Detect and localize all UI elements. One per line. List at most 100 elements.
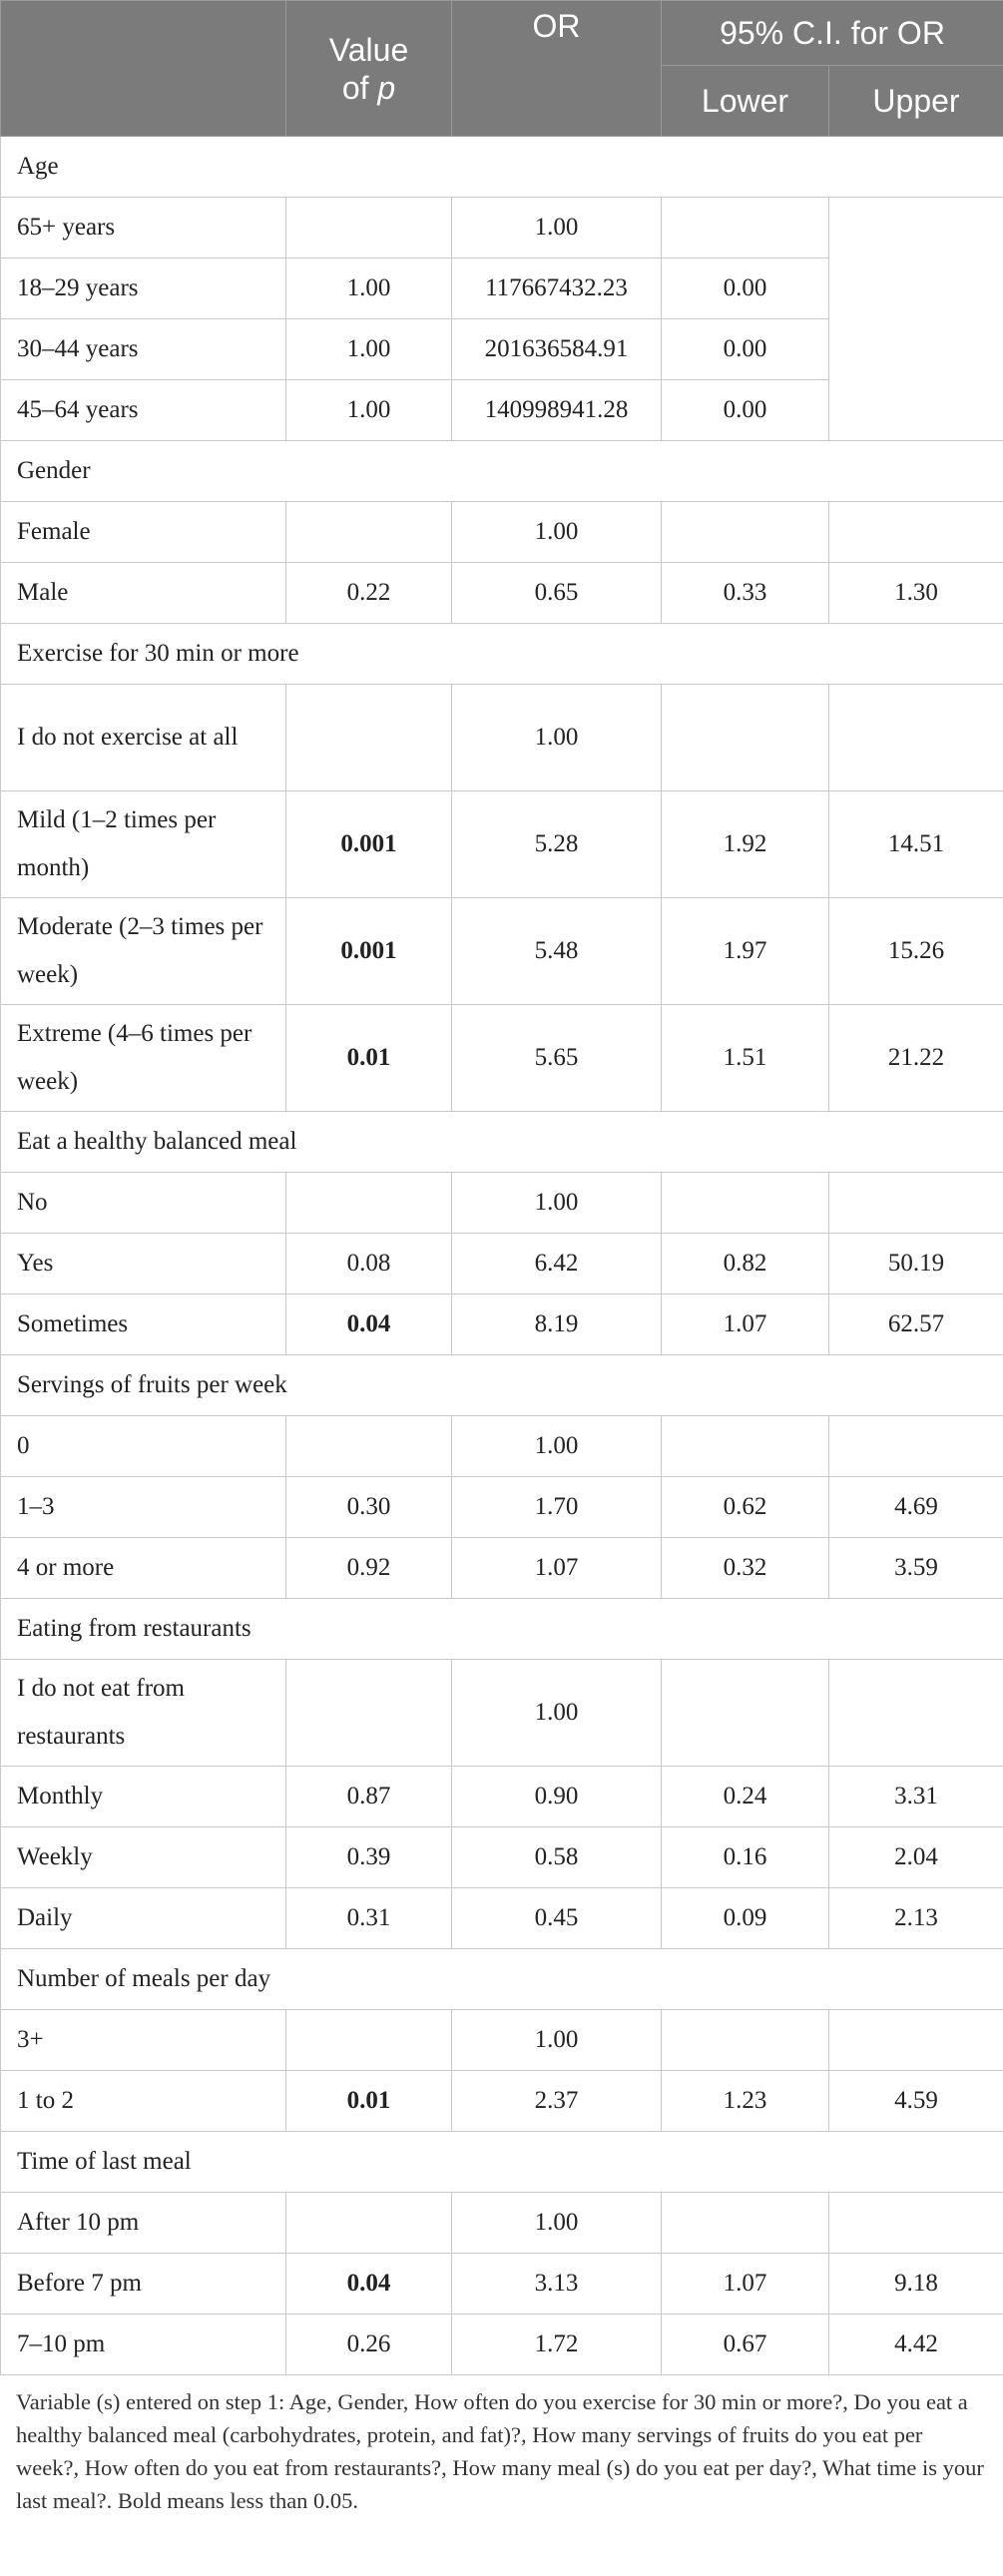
table-row: Female 1.00 <box>0 501 1003 563</box>
section-label: Servings of fruits per week <box>0 1354 1003 1416</box>
row-label: 18–29 years <box>0 258 286 319</box>
or-cell: 6.42 <box>451 1233 662 1294</box>
ci-upper-cell: 62.57 <box>828 1293 1003 1355</box>
row-label: Extreme (4–6 times per week) <box>0 1004 286 1112</box>
section-row: Number of meals per day <box>0 1948 1003 2010</box>
p-value-cell: 0.04 <box>285 2253 452 2315</box>
ci-lower-cell <box>661 501 829 563</box>
header-p-value: Value of p <box>285 0 452 137</box>
or-cell: 1.07 <box>451 1537 662 1599</box>
ci-lower-cell <box>661 1415 829 1477</box>
ci-lower-cell: 0.62 <box>661 1476 829 1538</box>
ci-upper-cell <box>828 1659 1003 1767</box>
row-label: Yes <box>0 1233 286 1294</box>
or-cell: 1.00 <box>451 2009 662 2071</box>
odds-ratio-table: Value of p OR 95% C.I. for OR Lower Upper… <box>0 0 1003 2375</box>
section-label: Gender <box>0 440 1003 502</box>
table-row: 0 1.00 <box>0 1415 1003 1477</box>
section-label: Eating from restaurants <box>0 1598 1003 1660</box>
or-cell: 5.65 <box>451 1004 662 1112</box>
p-value-cell: 1.00 <box>285 318 452 380</box>
header-upper: Upper <box>828 65 1003 137</box>
table-row: 45–64 years 1.00 140998941.28 0.00 <box>0 379 1003 441</box>
p-value-cell: 0.26 <box>285 2314 452 2375</box>
or-cell: 2.37 <box>451 2070 662 2132</box>
ci-upper-cell: 21.22 <box>828 1004 1003 1112</box>
row-label: 45–64 years <box>0 379 286 441</box>
ci-lower-cell <box>661 2192 829 2254</box>
row-label: 65+ years <box>0 197 286 258</box>
or-cell: 1.00 <box>451 684 662 791</box>
ci-lower-cell <box>661 2009 829 2071</box>
p-value-cell <box>285 197 452 258</box>
p-value-cell: 0.08 <box>285 1233 452 1294</box>
table-header: Value of p OR 95% C.I. for OR Lower Upper <box>0 0 1003 137</box>
p-value-cell <box>285 501 452 563</box>
ci-upper-cell: 4.59 <box>828 2070 1003 2132</box>
or-cell: 1.00 <box>451 1172 662 1234</box>
section-row: Time of last meal <box>0 2131 1003 2193</box>
p-value-cell: 0.22 <box>285 562 452 624</box>
row-label: Male <box>0 562 286 624</box>
table-row: 1 to 2 0.01 2.37 1.23 4.59 <box>0 2070 1003 2132</box>
ci-lower-cell <box>661 1659 829 1767</box>
section-label: Age <box>0 136 1003 198</box>
row-label: I do not eat from restaurants <box>0 1659 286 1767</box>
ci-lower-cell: 0.00 <box>661 258 829 319</box>
ci-upper-cell: 3.59 <box>828 1537 1003 1599</box>
p-value-cell <box>285 1172 452 1234</box>
table-row: Moderate (2–3 times per week) 0.001 5.48 1.… <box>0 897 1003 1005</box>
row-label: 1 to 2 <box>0 2070 286 2132</box>
p-value-cell: 0.87 <box>285 1766 452 1827</box>
or-cell: 0.65 <box>451 562 662 624</box>
or-cell: 8.19 <box>451 1293 662 1355</box>
ci-lower-cell <box>661 197 829 258</box>
ci-lower-cell: 1.07 <box>661 2253 829 2315</box>
table-row: No 1.00 <box>0 1172 1003 1234</box>
ci-upper-cell: 9.18 <box>828 2253 1003 2315</box>
row-label: Moderate (2–3 times per week) <box>0 897 286 1005</box>
table-row: 7–10 pm 0.26 1.72 0.67 4.42 <box>0 2314 1003 2375</box>
table-row: Male 0.22 0.65 0.33 1.30 <box>0 562 1003 624</box>
ci-lower-cell: 0.00 <box>661 379 829 441</box>
or-cell: 1.70 <box>451 1476 662 1538</box>
or-cell: 1.72 <box>451 2314 662 2375</box>
section-row: Age <box>0 136 1003 198</box>
row-label: Sometimes <box>0 1293 286 1355</box>
section-row: Eating from restaurants <box>0 1598 1003 1660</box>
ci-upper-cell: 3.31 <box>828 1766 1003 1827</box>
or-cell: 1.00 <box>451 1659 662 1767</box>
table-footnote: Variable (s) entered on step 1: Age, Gen… <box>16 2389 984 2513</box>
header-ci: 95% C.I. for OR <box>661 0 1003 66</box>
table-row: 3+ 1.00 <box>0 2009 1003 2071</box>
or-cell: 1.00 <box>451 2192 662 2254</box>
table-row: 30–44 years 1.00 201636584.91 0.00 <box>0 318 1003 380</box>
row-label: Female <box>0 501 286 563</box>
row-label: Weekly <box>0 1826 286 1888</box>
ci-lower-cell: 0.33 <box>661 562 829 624</box>
p-value-cell <box>285 1415 452 1477</box>
section-row: Gender <box>0 440 1003 502</box>
or-cell: 1.00 <box>451 1415 662 1477</box>
p-value-cell: 0.92 <box>285 1537 452 1599</box>
ci-lower-cell: 0.00 <box>661 318 829 380</box>
p-value-cell: 0.31 <box>285 1887 452 1949</box>
section-label: Time of last meal <box>0 2131 1003 2193</box>
ci-lower-cell: 0.67 <box>661 2314 829 2375</box>
ci-upper-cell: 50.19 <box>828 1233 1003 1294</box>
ci-lower-cell <box>661 1172 829 1234</box>
p-value-cell: 1.00 <box>285 379 452 441</box>
section-row: Servings of fruits per week <box>0 1354 1003 1416</box>
header-variable <box>0 0 286 137</box>
ci-upper-cell: 2.04 <box>828 1826 1003 1888</box>
or-cell: 0.58 <box>451 1826 662 1888</box>
ci-upper-cell: 4.42 <box>828 2314 1003 2375</box>
section-row: Eat a healthy balanced meal <box>0 1111 1003 1173</box>
table-row: I do not eat from restaurants 1.00 <box>0 1659 1003 1767</box>
row-label: 0 <box>0 1415 286 1477</box>
header-lower: Lower <box>661 65 829 137</box>
table-row: Daily 0.31 0.45 0.09 2.13 <box>0 1887 1003 1949</box>
table-row: 65+ years 1.00 <box>0 197 1003 441</box>
ci-lower-cell: 1.23 <box>661 2070 829 2132</box>
table-row: 4 or more 0.92 1.07 0.32 3.59 <box>0 1537 1003 1599</box>
